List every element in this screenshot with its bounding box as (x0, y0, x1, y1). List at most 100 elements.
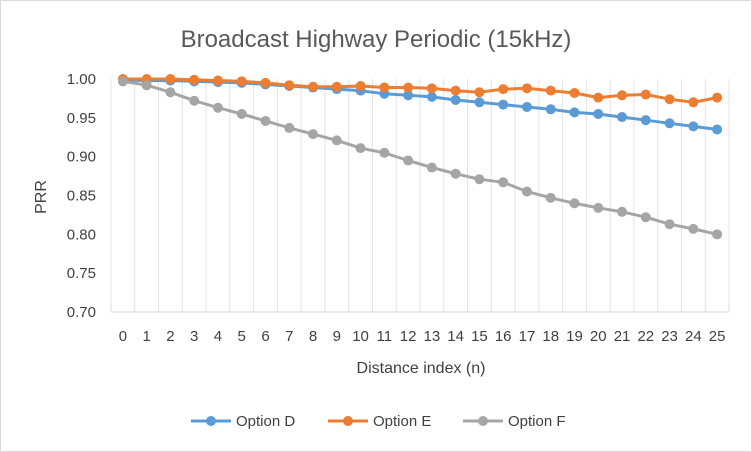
data-point (664, 94, 675, 105)
data-point (593, 202, 604, 213)
y-tick-label: 0.95 (67, 110, 96, 127)
x-tick-label: 7 (285, 328, 293, 345)
data-point (426, 83, 437, 94)
legend: Option D Option E Option F (191, 413, 566, 430)
data-point (260, 115, 271, 126)
data-point (569, 107, 580, 118)
data-point (355, 143, 366, 154)
data-point (474, 174, 485, 185)
x-tick-label: 18 (542, 328, 559, 345)
data-point (331, 81, 342, 92)
x-tick-label: 2 (166, 328, 174, 345)
data-point (640, 89, 651, 100)
x-tick-label: 12 (400, 328, 417, 345)
data-point (260, 77, 271, 88)
data-point (688, 121, 699, 132)
data-point (498, 84, 509, 95)
data-point (664, 118, 675, 129)
x-tick-label: 13 (424, 328, 441, 345)
data-point (189, 74, 200, 85)
data-point (236, 76, 247, 87)
x-tick-labels: 0 1 2 3 4 5 6 7 8 9 10 11 12 13 14 15 16 17 18 19 20 21 22 23 24… (119, 328, 726, 345)
data-point (569, 198, 580, 209)
x-tick-label: 19 (566, 328, 583, 345)
data-point (712, 92, 723, 103)
x-tick-label: 9 (333, 328, 341, 345)
x-tick-label: 5 (238, 328, 246, 345)
data-point (688, 223, 699, 234)
data-point (189, 95, 200, 106)
data-point (474, 87, 485, 98)
data-point (450, 94, 461, 105)
data-point (545, 85, 556, 96)
y-tick-label: 0.90 (67, 149, 96, 166)
x-tick-label: 21 (614, 328, 631, 345)
x-axis-label: Distance index (n) (357, 360, 486, 377)
data-point (379, 82, 390, 93)
y-tick-label: 0.85 (67, 188, 96, 205)
x-tick-label: 22 (637, 328, 654, 345)
data-point (212, 102, 223, 113)
data-point (212, 75, 223, 86)
data-point (403, 155, 414, 166)
data-point (498, 177, 509, 188)
data-point (426, 162, 437, 173)
x-tick-label: 16 (495, 328, 512, 345)
y-tick-label: 0.75 (67, 265, 96, 282)
data-point (117, 76, 128, 87)
legend-label: Option E (373, 413, 431, 430)
data-point (521, 101, 532, 112)
data-point (284, 122, 295, 133)
data-point (426, 91, 437, 102)
legend-item: Option D (191, 413, 295, 430)
x-tick-label: 6 (261, 328, 269, 345)
data-point (521, 186, 532, 197)
data-point (640, 212, 651, 223)
data-point (403, 90, 414, 101)
x-tick-label: 25 (709, 328, 726, 345)
data-point (617, 112, 628, 123)
chart-title: Broadcast Highway Periodic (15kHz) (181, 26, 572, 53)
legend-swatch-marker (343, 416, 353, 426)
data-point (236, 108, 247, 119)
x-tick-label: 0 (119, 328, 127, 345)
data-point (498, 99, 509, 110)
data-point (593, 92, 604, 103)
data-point (664, 219, 675, 230)
data-point (308, 81, 319, 92)
data-point (593, 108, 604, 119)
data-point (712, 229, 723, 240)
data-point (141, 80, 152, 91)
grid-lines (110, 79, 730, 313)
data-point (450, 85, 461, 96)
x-tick-label: 8 (309, 328, 317, 345)
legend-label: Option D (236, 413, 295, 430)
y-tick-label: 0.70 (67, 304, 96, 321)
y-axis-label: PRR (33, 180, 50, 214)
data-point (165, 87, 176, 98)
y-tick-labels: 0.70 0.75 0.80 0.85 0.90 0.95 1.00 (67, 71, 96, 321)
x-tick-label: 1 (142, 328, 150, 345)
x-tick-label: 23 (661, 328, 678, 345)
data-point (403, 82, 414, 93)
series-option-f (117, 76, 723, 240)
x-tick-label: 14 (447, 328, 464, 345)
data-point (308, 129, 319, 140)
x-tick-label: 3 (190, 328, 198, 345)
series-layer (117, 74, 723, 240)
legend-item: Option F (463, 413, 566, 430)
legend-swatch-marker (478, 416, 488, 426)
data-point (284, 80, 295, 91)
data-point (355, 80, 366, 91)
data-point (640, 115, 651, 126)
x-tick-label: 10 (352, 328, 369, 345)
data-point (379, 147, 390, 158)
data-point (569, 87, 580, 98)
data-point (521, 83, 532, 94)
data-point (165, 74, 176, 84)
data-point (331, 135, 342, 146)
data-point (545, 104, 556, 115)
data-point (474, 97, 485, 108)
